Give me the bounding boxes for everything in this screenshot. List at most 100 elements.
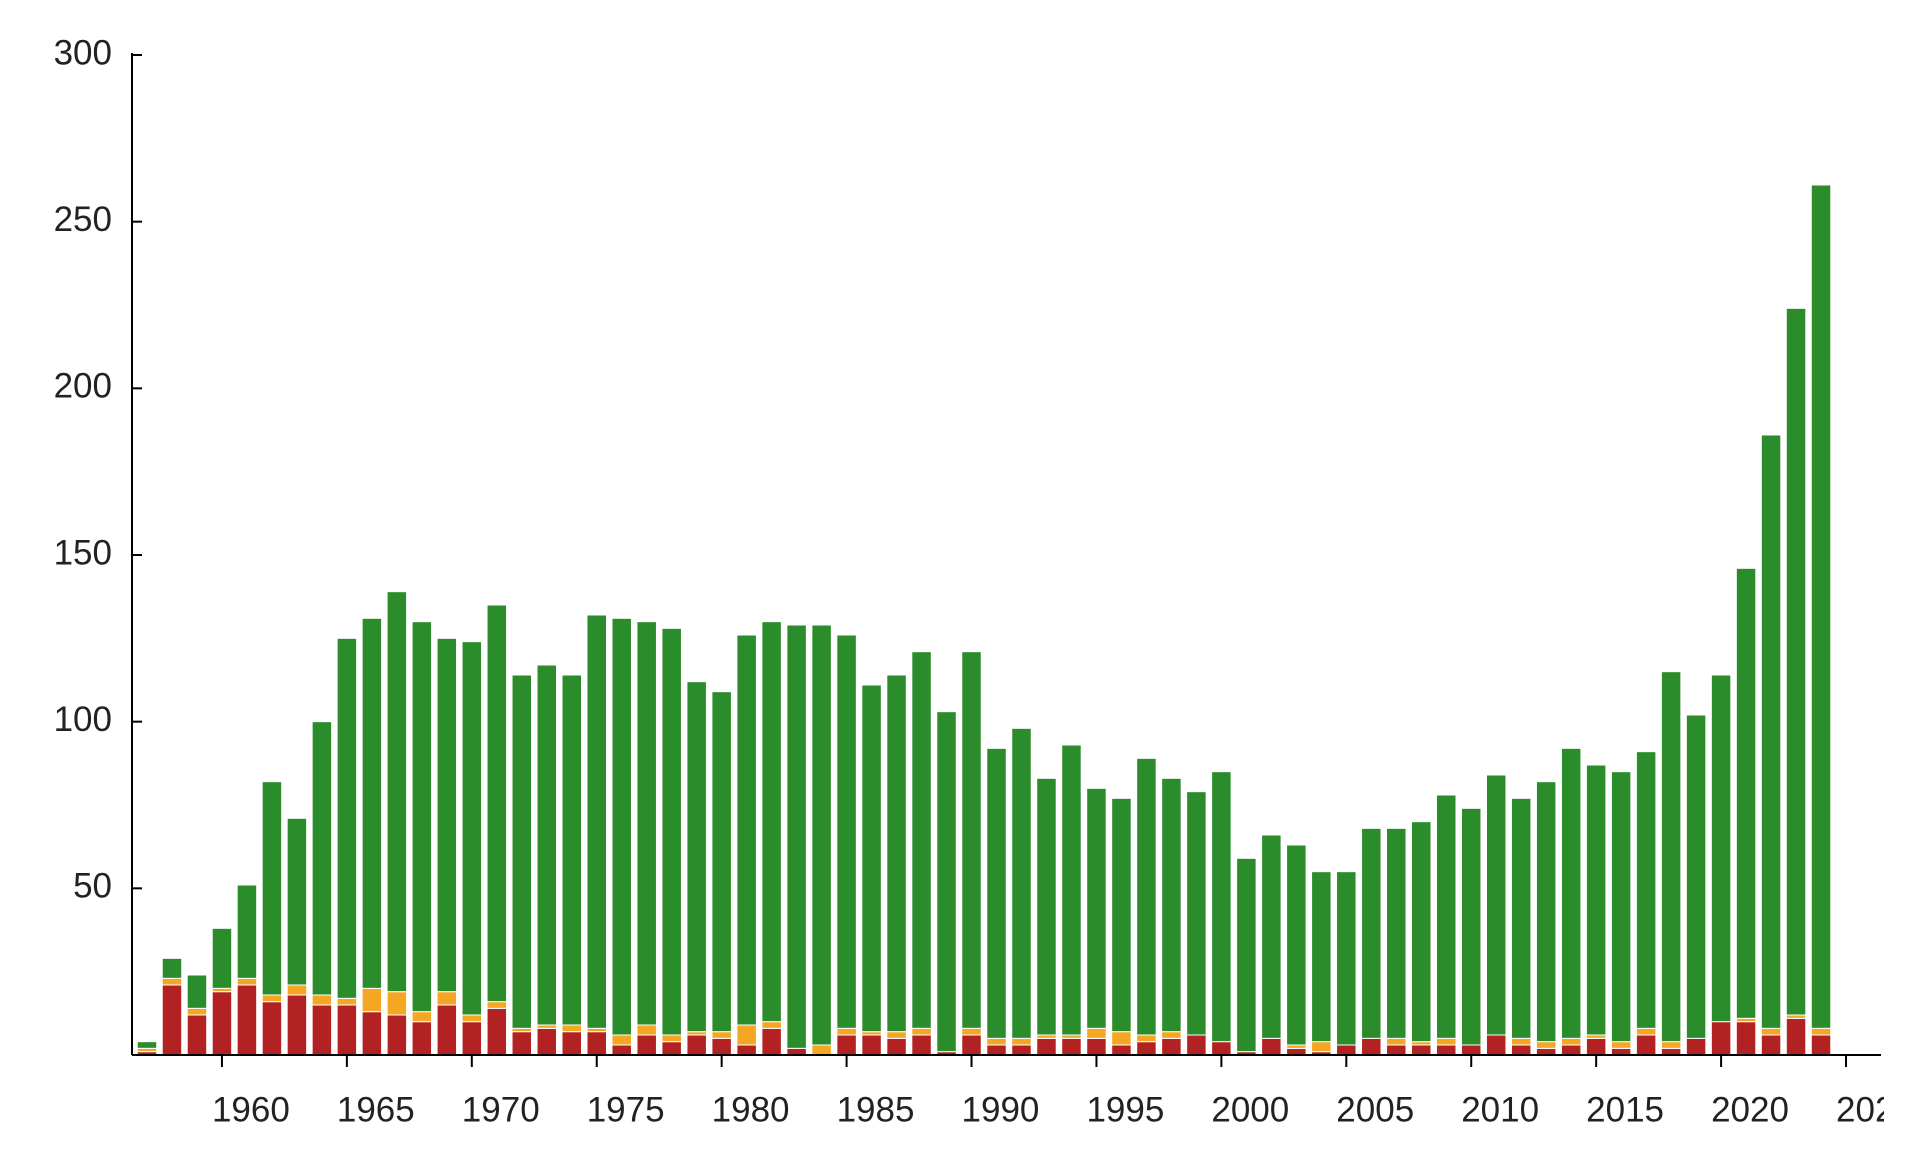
bar-segment	[1760, 1034, 1782, 1056]
bar-segment	[486, 604, 508, 1003]
bar-segment	[186, 1007, 208, 1016]
bar-segment	[1685, 1037, 1707, 1056]
bar-segment	[1710, 674, 1732, 1023]
y-tick-label: 150	[54, 533, 112, 572]
bar-segment	[411, 1021, 433, 1056]
bar-segment	[1735, 567, 1757, 1019]
bar-segment	[1086, 787, 1107, 1029]
x-tick-label: 1975	[587, 1090, 665, 1129]
bar-segment	[1810, 1027, 1832, 1036]
bar-segment	[1036, 1034, 1057, 1039]
bar-segment	[1735, 1021, 1757, 1056]
bar-segment	[861, 684, 882, 1033]
y-tick-label: 50	[73, 867, 112, 906]
bar-segment	[361, 617, 383, 989]
bar-segment	[461, 641, 483, 1016]
bar-segment	[336, 1004, 358, 1056]
bar-segment	[661, 1034, 682, 1043]
bar-segment	[636, 1034, 657, 1056]
bar-segment	[1585, 1037, 1607, 1056]
bar-segment	[1510, 1044, 1532, 1056]
bar-segment	[686, 1034, 707, 1056]
bar-segment	[211, 991, 233, 1056]
bar-segment	[1810, 1034, 1832, 1056]
bar-segment	[1086, 1027, 1107, 1039]
bar-segment	[361, 987, 383, 1013]
bar-segment	[1061, 744, 1082, 1036]
x-tick-label: 2000	[1211, 1090, 1289, 1129]
x-tick-label: 1990	[962, 1090, 1040, 1129]
bar-segment	[736, 1044, 757, 1056]
bar-segment	[561, 674, 582, 1026]
bar-segment	[1535, 781, 1557, 1043]
bar-segment	[1386, 1037, 1407, 1046]
bar-segment	[586, 1031, 607, 1056]
bar-segment	[861, 1034, 882, 1056]
bar-segment	[1036, 1037, 1057, 1056]
bar-segment	[486, 1007, 508, 1056]
bar-segment	[761, 1021, 782, 1029]
bar-segment	[286, 817, 308, 986]
bar-segment	[236, 984, 258, 1056]
bar-segment	[961, 1034, 982, 1056]
bar-segment	[1436, 794, 1457, 1039]
bar-segment	[286, 994, 308, 1056]
bar-segment	[486, 1001, 508, 1009]
x-tick-label: 1985	[837, 1090, 915, 1129]
bar-segment	[536, 664, 558, 1026]
bar-segment	[1036, 777, 1057, 1036]
bar-segment	[386, 991, 408, 1016]
bar-segment	[911, 651, 932, 1029]
bar-segment	[986, 1037, 1007, 1046]
bar-segment	[1485, 1034, 1507, 1056]
x-tick-label: 2010	[1461, 1090, 1539, 1129]
y-tick-label: 100	[54, 700, 112, 739]
bar-segment	[911, 1034, 932, 1056]
bar-segment	[436, 991, 458, 1006]
bar-segment	[1635, 751, 1657, 1029]
bar-segment	[586, 614, 607, 1029]
bar-segment	[511, 674, 533, 1029]
bar-segment	[561, 1024, 582, 1033]
bar-segment	[336, 637, 358, 999]
bar-segment	[911, 1027, 932, 1036]
bar-segment	[1485, 774, 1507, 1036]
bar-segment	[1286, 844, 1307, 1046]
bar-segment	[161, 957, 183, 979]
bar-segment	[986, 1044, 1007, 1056]
bar-segment	[1011, 727, 1032, 1039]
bar-segment	[1361, 1037, 1382, 1056]
bar-segment	[1311, 871, 1332, 1043]
bar-segment	[1161, 777, 1182, 1033]
bar-segment	[536, 1027, 558, 1056]
bar-segment	[1061, 1037, 1082, 1056]
bar-segment	[811, 624, 832, 1046]
bar-segment	[1560, 1037, 1582, 1046]
bar-segment	[1760, 1027, 1782, 1036]
bar-segment	[1011, 1037, 1032, 1046]
bar-segment	[311, 1004, 333, 1056]
y-tick-label: 300	[54, 33, 112, 72]
bar-segment	[136, 1041, 158, 1049]
bar-segment	[511, 1027, 533, 1033]
bar-segment	[811, 1044, 832, 1056]
bar-segment	[586, 1027, 607, 1033]
bar-segment	[186, 1014, 208, 1056]
y-tick-label: 200	[54, 367, 112, 406]
bar-segment	[661, 627, 682, 1036]
bar-segment	[1111, 797, 1132, 1033]
bar-segment	[786, 624, 807, 1049]
bar-segment	[761, 1027, 782, 1056]
bar-segment	[1660, 1041, 1682, 1049]
bar-segment	[1111, 1044, 1132, 1056]
bar-segment	[1311, 1041, 1332, 1053]
bar-segment	[711, 691, 732, 1033]
bar-segment	[561, 1031, 582, 1056]
x-tick-label: 2025	[1836, 1090, 1914, 1129]
bar-segment	[1460, 807, 1482, 1046]
bar-segment	[1560, 747, 1582, 1039]
bar-segment	[1411, 821, 1432, 1043]
bar-segment	[1236, 857, 1257, 1053]
bar-segment	[286, 984, 308, 996]
bar-segment	[736, 1024, 757, 1046]
